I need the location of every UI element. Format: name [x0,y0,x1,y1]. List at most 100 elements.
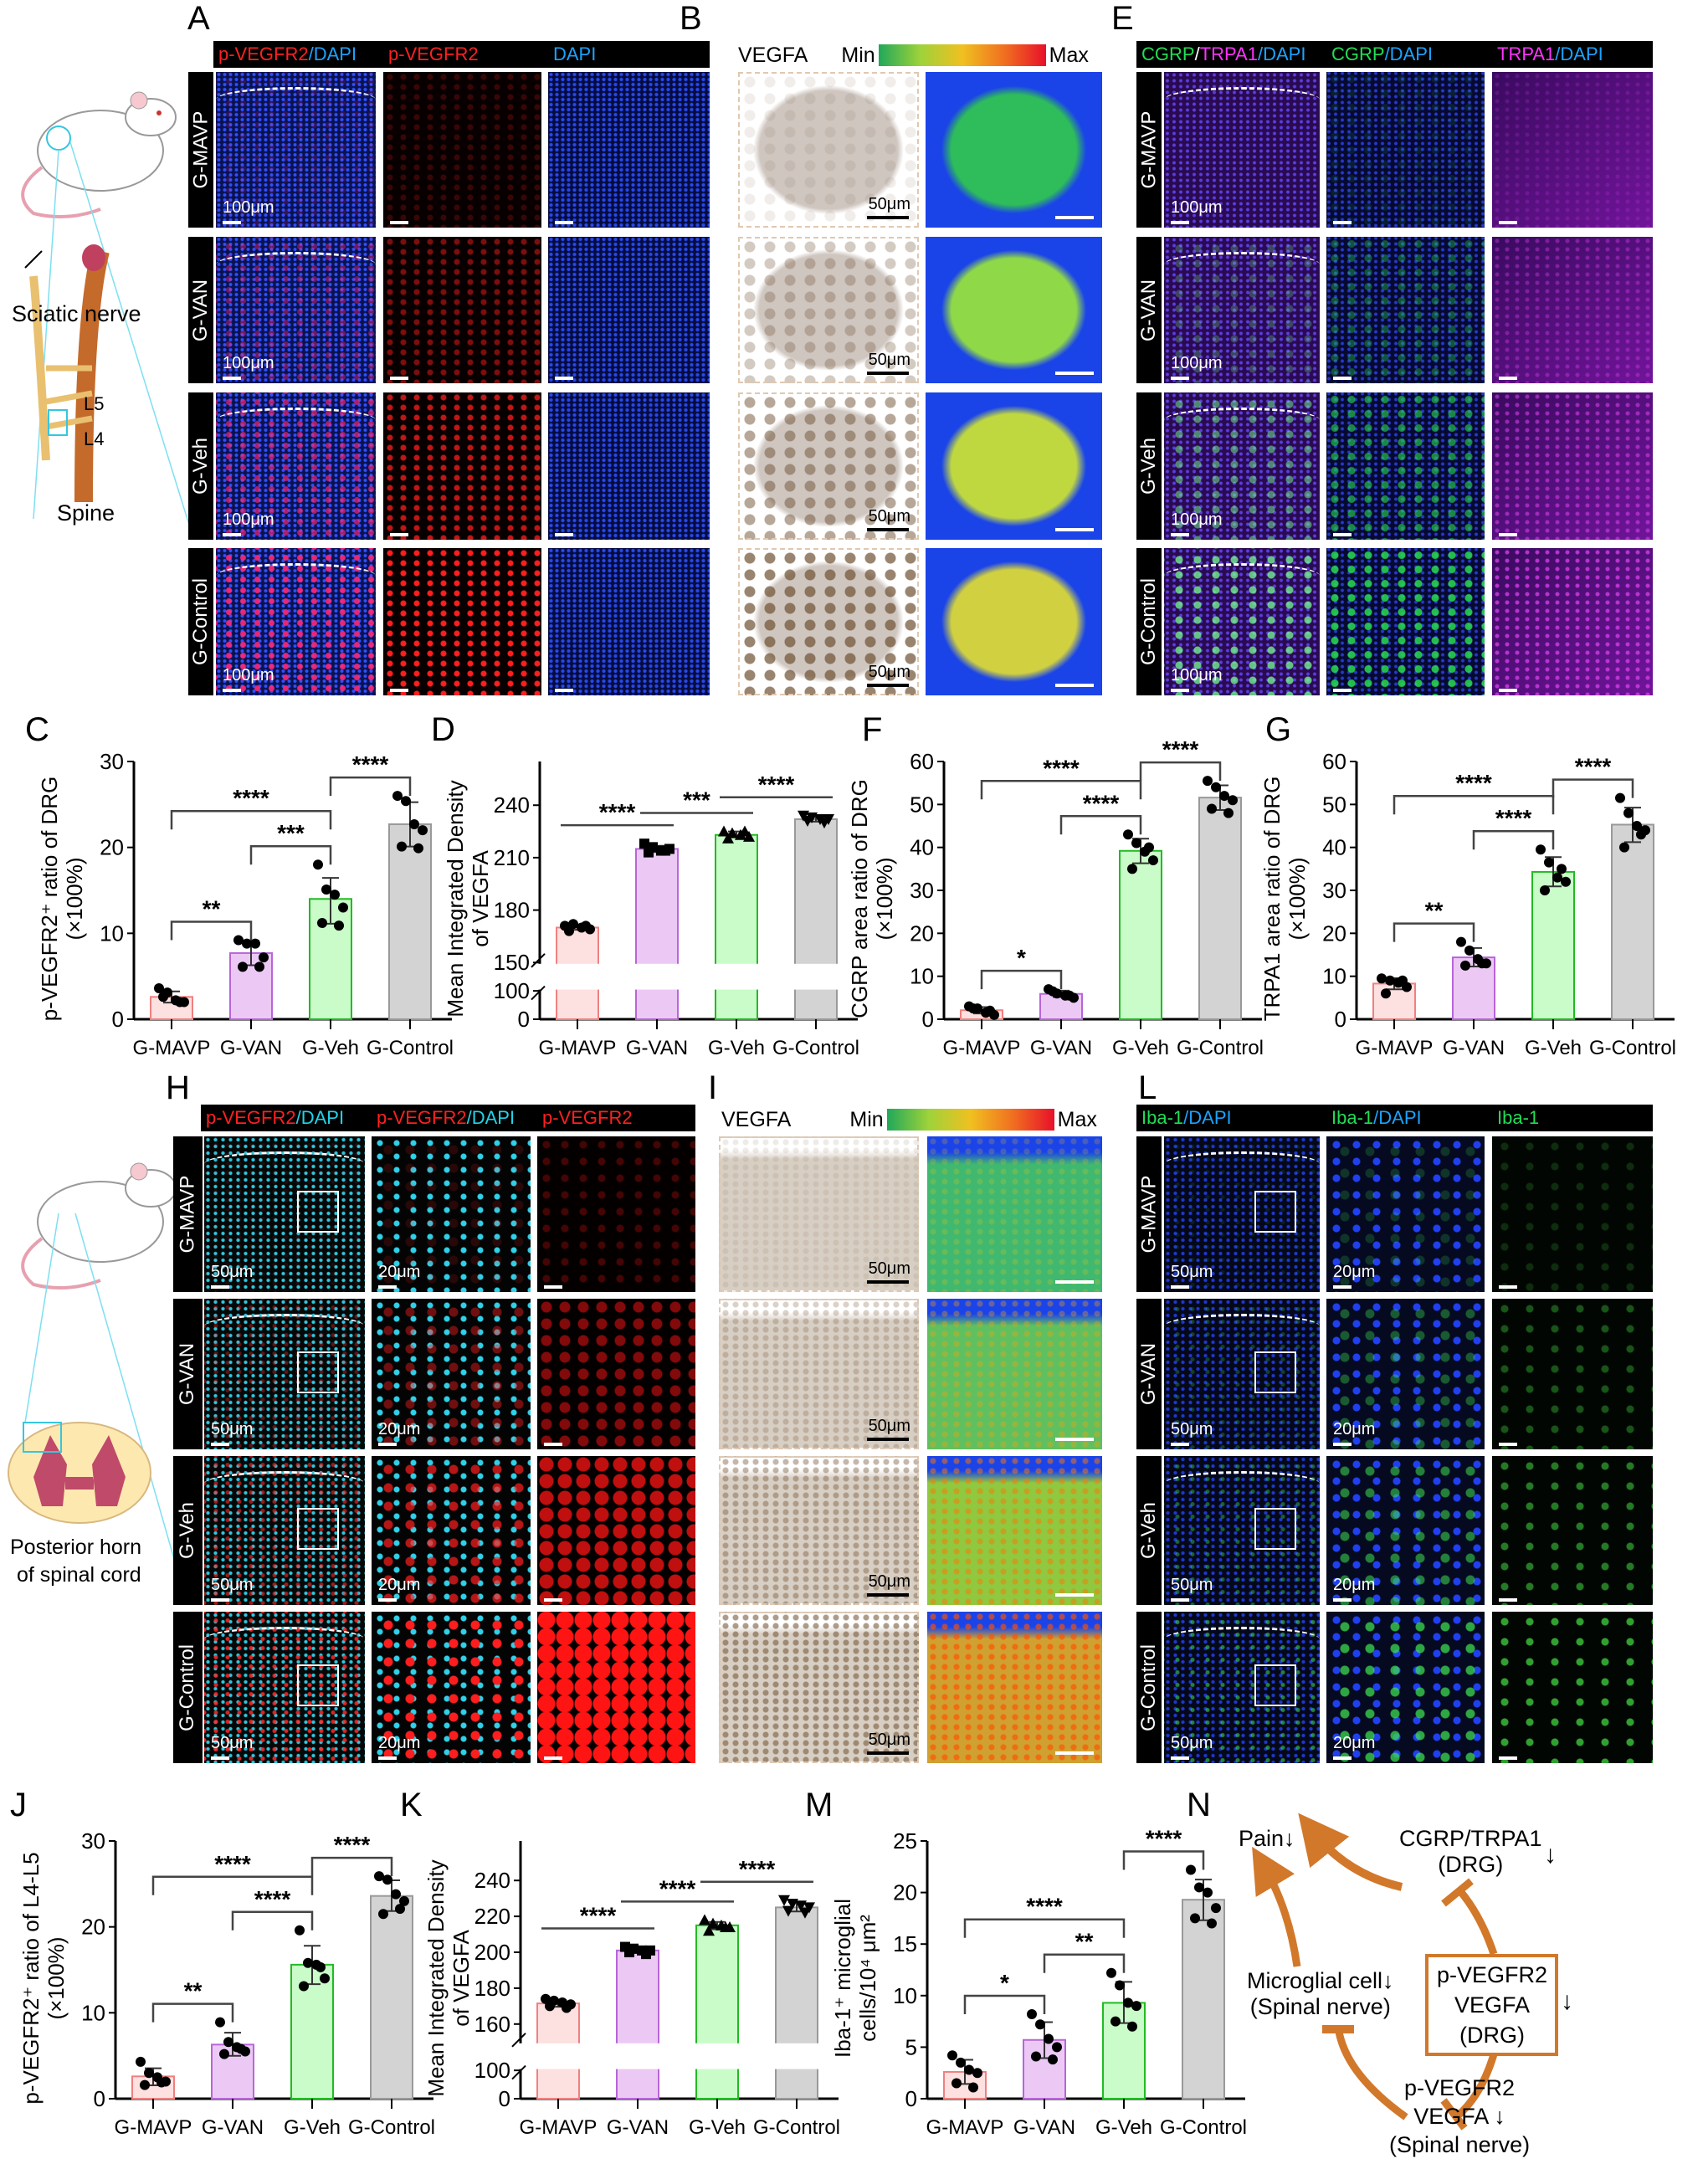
panel-A-image-g-mavp-1 [383,72,541,228]
panel-B-image-g-van-1 [926,237,1102,383]
data-point [378,1909,388,1920]
y-tick-label: 240 [494,792,530,818]
scale-bar [1171,221,1189,224]
scale-bar [1055,528,1094,531]
scale-bar-label: 20μm [378,1734,421,1752]
scale-bar-label: 50μm [1171,1734,1213,1752]
sciatic-nerve-label: Sciatic nerve [12,301,141,326]
row-label-text: G-Control [176,1643,199,1731]
panel-B-image-g-van-0: 50μm [738,237,919,383]
scale-bar-label: 20μm [378,1263,421,1281]
sn-vegfa-label: VEGFA [1413,2104,1488,2129]
panel-E-row-label: G-Veh [1136,392,1162,540]
scale-bar-label: 100μm [223,510,274,529]
data-point [951,2078,962,2089]
data-point [254,961,264,972]
panel-B-image-g-mavp-1 [926,72,1102,228]
scale-bar-label: 50μm [211,1734,254,1752]
significance-bracket [1059,815,1142,835]
data-point [818,818,830,829]
panel-E-row-label: G-VAN [1136,237,1162,383]
panel-letter-k: K [400,1787,423,1823]
data-point [1110,2016,1121,2027]
tissue-border-line [1164,1151,1320,1177]
scale-bar [378,1756,397,1760]
bar-break-gap [695,2043,740,2069]
significance-label: **** [1043,755,1080,781]
bar-break-gap [555,963,600,990]
panel-E-header-bar: CGRP/TRPA1/DAPI CGRP/DAPI TRPA1/DAPI [1136,41,1653,68]
pathway-pain: Pain↓ [1239,1826,1295,1852]
y-axis-label: Mean Integrated Density [423,1859,449,2096]
l5-label: L5 [84,393,105,414]
pathway-spinal-nerve: p-VEGFR2 VEGFA ↓ (Spinal nerve) [1389,2074,1530,2159]
header-segment: DAPI [553,44,597,64]
x-tick-label: G-Veh [302,1037,359,1059]
y-tick-label: 0 [499,2086,510,2111]
scale-bar [1333,689,1352,692]
data-point [392,791,403,802]
significance-label: **** [1146,1825,1182,1851]
scale-bar [1171,689,1189,692]
scale-bar-label: 50μm [868,351,910,369]
significance-bracket [1393,794,1555,815]
scale-bar [1333,221,1352,224]
y-tick-label: 0 [905,2086,917,2111]
data-point [985,1005,995,1016]
scale-bar [1333,1285,1352,1289]
data-point [1186,1864,1196,1875]
scale-bar [1171,1756,1189,1760]
y-tick-label: 50 [910,792,934,817]
significance-label: **** [1495,805,1532,831]
scale-bar-label: 100μm [223,354,274,372]
significance-bracket [1043,1953,1126,1973]
panel-letter-j: J [10,1787,27,1823]
scale-bar-label: 100μm [1171,666,1223,685]
significance-label: * [1017,945,1026,971]
y-axis-label: Mean Integrated Density [443,780,468,1017]
data-point [641,1949,651,1960]
panel-A-column-header: p-VEGFR2 [388,44,479,65]
panel-b-colorbar [878,44,1046,66]
x-tick-label: G-MAVP [926,2116,1004,2139]
scale-bar-label: 50μm [868,195,910,213]
panel-L-row-label: G-VAN [1136,1299,1162,1449]
scale-bar [544,1598,562,1602]
y-axis-label: p-VEGFR2⁺ ratio of DRG [37,777,62,1022]
scale-bar [223,377,241,380]
data-point [1190,1913,1200,1924]
bar [1611,823,1654,1020]
y-tick-label: 10 [100,920,124,946]
scale-bar-label: 50μm [868,1572,910,1591]
panel-i-max-label: Max [1057,1107,1097,1131]
data-point [313,859,323,870]
scale-bar [1171,377,1189,380]
x-tick-label: G-VAN [1443,1037,1505,1059]
header-segment: CGRP [1331,44,1385,64]
panel-E-image-g-veh-1 [1326,392,1485,540]
header-segment: Iba-1 [1497,1107,1540,1128]
significance-label: **** [659,1875,696,1901]
data-point [1064,990,1075,1001]
panel-letter-g: G [1265,711,1292,748]
x-tick-label: G-VAN [607,2116,669,2139]
data-point [330,890,340,900]
data-point [1127,864,1137,874]
data-point [1203,776,1213,787]
data-point [545,2001,555,2012]
tissue-border-line [216,408,376,433]
zoom-box [297,1508,340,1551]
scale-bar [544,1285,562,1289]
axis-break-mark [511,2033,526,2048]
header-segment: Iba-1 [1331,1107,1374,1128]
data-point [1540,885,1550,895]
scale-bar-label: 20μm [1333,1263,1376,1281]
data-point [1115,1980,1125,1991]
chart-g: 0 10 20 30 40 50 60 TRPA1 area ratio of DRG (×10… [1259,749,1676,1059]
panel-L-column-header: Iba-1/DAPI [1141,1107,1232,1129]
significance-bracket [329,776,412,797]
scale-bar [390,689,408,692]
panel-i-colorbar [886,1109,1054,1131]
data-point [972,2068,982,2079]
bar [635,848,679,1020]
